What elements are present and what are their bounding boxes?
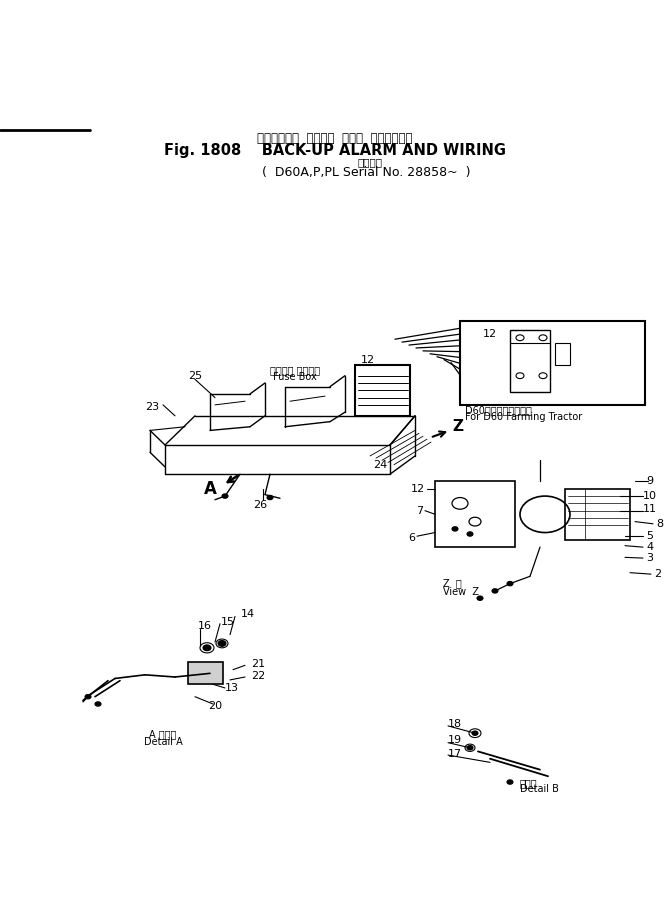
Text: 詳細図: 詳細図: [520, 778, 538, 788]
Bar: [565, 489, 630, 540]
Text: View  Z: View Z: [443, 587, 479, 597]
Text: 2: 2: [654, 569, 662, 580]
Text: バックアップ  アラーム  および  ワイヤリング: バックアップ アラーム および ワイヤリング: [258, 132, 413, 145]
Bar: [435, 481, 515, 547]
Bar: [555, 343, 570, 365]
Text: Detail A: Detail A: [144, 737, 183, 747]
Ellipse shape: [467, 746, 473, 750]
Bar: [510, 330, 550, 392]
Text: 23: 23: [145, 402, 159, 412]
Text: 10: 10: [643, 492, 657, 501]
Text: (  D60A,P,PL Serial No. 28858~  ): ( D60A,P,PL Serial No. 28858~ ): [262, 166, 471, 180]
Text: 18: 18: [448, 719, 462, 729]
Text: 12: 12: [361, 355, 375, 365]
Text: Z: Z: [452, 419, 464, 435]
Ellipse shape: [472, 731, 478, 735]
Ellipse shape: [218, 640, 226, 646]
Text: 19: 19: [448, 735, 462, 746]
Bar: [188, 662, 223, 684]
Text: 22: 22: [251, 670, 265, 680]
Text: Z  次: Z 次: [443, 579, 462, 589]
Text: 15: 15: [221, 616, 235, 626]
Text: Fuse Box: Fuse Box: [273, 372, 317, 382]
Text: 17: 17: [448, 748, 462, 758]
Text: 7: 7: [416, 505, 423, 515]
Text: 21: 21: [251, 659, 265, 668]
Ellipse shape: [452, 526, 458, 531]
Text: For D60 Farming Tractor: For D60 Farming Tractor: [465, 413, 582, 423]
Text: 5: 5: [646, 531, 654, 541]
Text: 8: 8: [656, 519, 664, 529]
Ellipse shape: [203, 645, 211, 651]
Text: 3: 3: [646, 553, 654, 563]
Text: 11: 11: [643, 504, 657, 514]
Ellipse shape: [492, 589, 498, 593]
Text: 適用号機: 適用号機: [357, 157, 383, 167]
Ellipse shape: [507, 779, 513, 784]
Text: 24: 24: [373, 459, 387, 470]
Text: 12: 12: [483, 329, 497, 339]
Text: Detail B: Detail B: [520, 784, 559, 794]
Ellipse shape: [467, 532, 473, 536]
Text: 14: 14: [241, 609, 255, 619]
Ellipse shape: [95, 702, 101, 706]
Text: A: A: [203, 480, 217, 498]
Text: Fig. 1808    BACK-UP ALARM AND WIRING: Fig. 1808 BACK-UP ALARM AND WIRING: [164, 143, 506, 159]
Text: ヒューズ ボックス: ヒューズ ボックス: [270, 365, 320, 375]
Text: 12: 12: [411, 484, 425, 493]
Text: 13: 13: [225, 683, 239, 693]
Text: 4: 4: [646, 542, 654, 552]
Bar: [355, 365, 410, 415]
Ellipse shape: [267, 495, 273, 500]
Text: 25: 25: [188, 370, 202, 381]
Text: 20: 20: [208, 702, 222, 712]
Ellipse shape: [85, 694, 91, 699]
Text: 9: 9: [646, 477, 654, 487]
Bar: [460, 321, 645, 405]
Text: D60農業用トラクター: D60農業用トラクター: [465, 405, 532, 415]
Text: 26: 26: [253, 500, 267, 510]
Ellipse shape: [507, 581, 513, 586]
Text: 16: 16: [198, 621, 212, 631]
Ellipse shape: [477, 596, 483, 601]
Text: A 詳細図: A 詳細図: [149, 729, 177, 739]
Text: 6: 6: [408, 534, 415, 544]
Ellipse shape: [222, 494, 228, 498]
